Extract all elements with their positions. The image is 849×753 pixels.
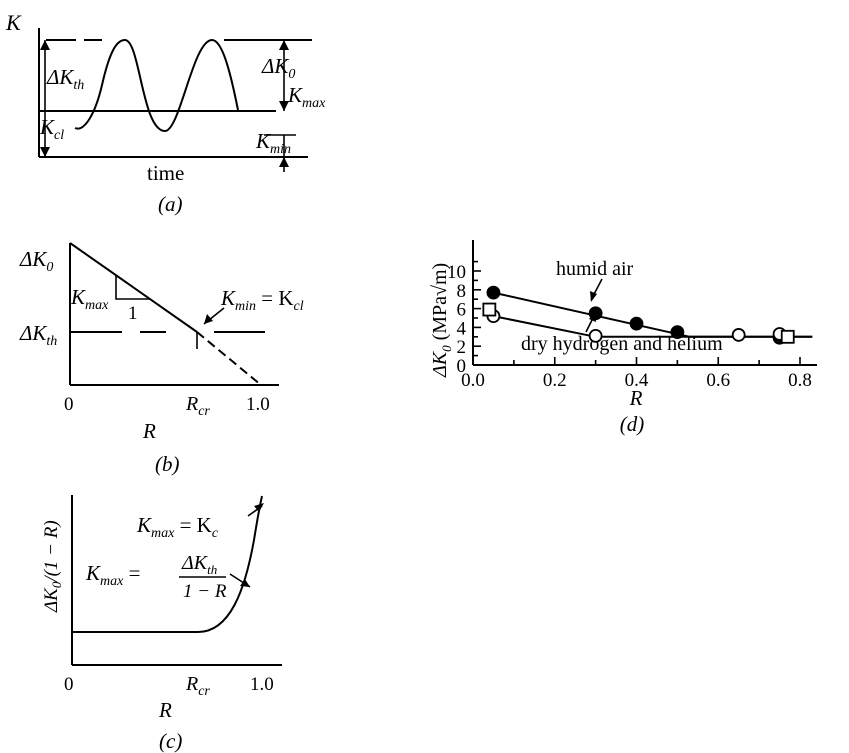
panel-a-kcl-arrowhead [40, 147, 50, 157]
panel-b-slope-triangle [115, 275, 150, 300]
panel-b-x-label: R [142, 419, 156, 443]
panel-b-dashed-line [196, 331, 262, 386]
panel-a-dk0-arrowhead-bottom [279, 101, 289, 111]
panel-b-tick-rcr: Rcr [185, 393, 210, 419]
panel-b-label-dk0: ΔK0 [19, 247, 53, 275]
data-point-dry-hydrogen [731, 328, 746, 342]
panel-a-label-dkth: ΔKth [46, 65, 84, 93]
panel-b: ΔK0 ΔKth Kmax 1 Kmin = Kcl 0 Rcr 1.0 R (… [19, 242, 304, 476]
panel-a-kmin-arrowhead [279, 157, 289, 167]
data-point-humid-air [670, 325, 685, 340]
data-point-humid-air [486, 285, 501, 300]
series-label-dry-hydrogen: dry hydrogen and helium [521, 333, 723, 355]
panel-c-tick-0: 0 [64, 674, 74, 695]
panel-d-x-tick-label: 0.2 [543, 370, 567, 391]
fit-line-humid-air [493, 291, 813, 338]
panel-d-x-tick-label: 0.0 [461, 370, 485, 391]
panel-d-y-tick-label: 8 [457, 281, 467, 302]
panel-c-x-label: R [158, 698, 172, 722]
data-point-humid-air [629, 316, 644, 331]
panel-a-caption: (a) [158, 192, 183, 216]
panel-a-dkth-arrowhead [40, 40, 50, 50]
panel-c-annot-kc: Kmax = Kc [136, 513, 219, 541]
panel-c-y-label: ΔK0/(1 − R) [41, 520, 64, 613]
panel-d-y-label: ΔK0 (MPa√m) [429, 263, 454, 378]
panel-d-y-tick-label: 2 [457, 337, 467, 358]
panel-a-label-kmin: Kmin [255, 129, 291, 157]
panel-c-curve [72, 495, 263, 633]
panel-d-y-tick-label: 6 [457, 300, 467, 321]
panel-b-caption: (b) [155, 452, 180, 476]
panel-d-x-tick-label: 0.6 [706, 370, 730, 391]
data-point-square [482, 302, 497, 317]
panel-c-frac-num: ΔKth [181, 552, 217, 577]
panel-d-y-tick-label: 4 [457, 318, 467, 339]
panel-b-solid-line [69, 242, 198, 333]
arrowhead-humid-air [590, 291, 597, 302]
series-label-humid-air: humid air [556, 258, 634, 280]
panel-c-frac-den: 1 − R [183, 581, 227, 602]
data-point-square [780, 329, 795, 344]
panel-b-tick-1: 1.0 [246, 394, 270, 415]
panel-c: ΔK0/(1 − R) Kmax = Kc Kmax = ΔKth 1 − R … [41, 495, 282, 753]
panel-b-slope-run: 1 [128, 303, 138, 324]
arrowhead-dry-hydrogen [589, 312, 596, 322]
panel-c-arrowhead-2 [240, 579, 250, 587]
panel-a-dk0-arrowhead-top [279, 40, 289, 50]
panel-a-label-kmax: Kmax [287, 83, 326, 111]
panel-c-arrowhead-1 [254, 503, 264, 512]
panel-d-caption: (d) [620, 412, 645, 436]
data-point-dry-hydrogen [588, 328, 603, 343]
panel-a-x-label: time [147, 161, 184, 185]
panel-a-label-dk0: ΔK0 [261, 54, 295, 82]
panel-a-y-label: K [5, 10, 22, 35]
panel-d-x-label: R [629, 386, 643, 410]
panel-b-label-dkth: ΔKth [19, 321, 57, 349]
panel-a-wave [74, 38, 239, 133]
panel-c-annot-kmax: Kmax = [85, 561, 140, 589]
panel-b-slope-label: Kmax [70, 285, 109, 313]
panel-b-tick-0: 0 [64, 394, 74, 415]
panel-a-label-kcl: Kcl [39, 115, 64, 143]
panel-c-caption: (c) [159, 729, 182, 753]
panel-d-x-tick-label: 0.8 [788, 370, 812, 391]
panel-a: K ΔKth ΔK0 Kmax Kcl Kmin time (a) [5, 10, 326, 216]
panel-d-y-tick-label: 10 [447, 262, 466, 283]
panel-b-annot-arrowhead [204, 314, 213, 324]
panel-d-x-tick-label: 0.4 [625, 370, 649, 391]
panel-c-tick-1: 1.0 [250, 674, 274, 695]
panel-b-annotation: Kmin = Kcl [220, 286, 304, 314]
panel-d-y-tick-label: 0 [457, 356, 467, 377]
panel-c-tick-rcr: Rcr [185, 673, 210, 699]
